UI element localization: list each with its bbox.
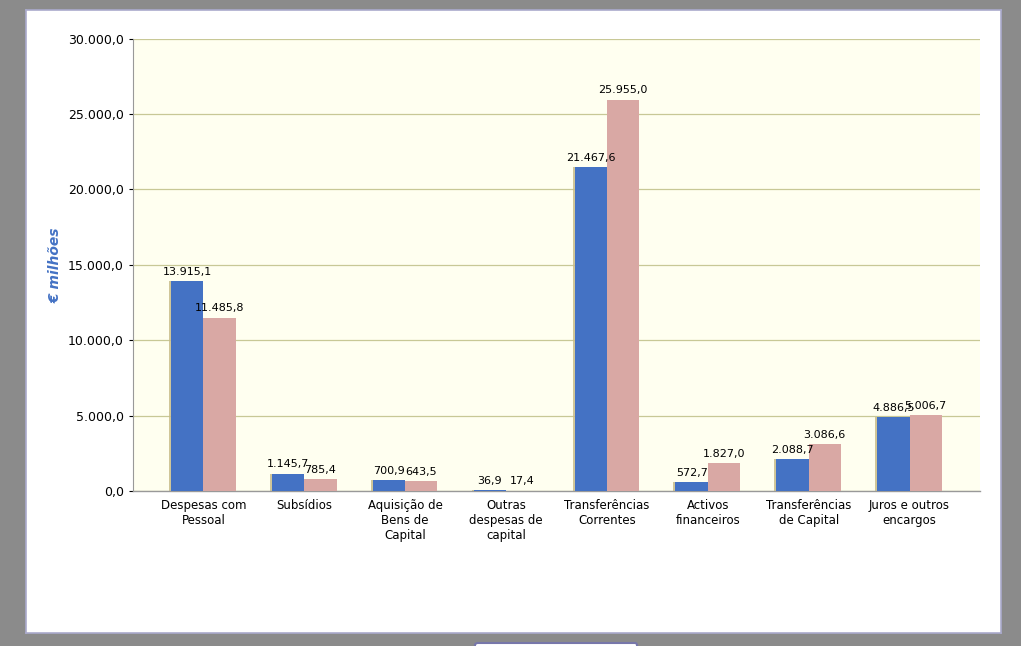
Text: 4.886,5: 4.886,5 (872, 403, 915, 413)
Text: 5.006,7: 5.006,7 (905, 401, 946, 411)
Text: 17,4: 17,4 (509, 476, 535, 486)
Bar (776, 459, 809, 491)
Polygon shape (573, 167, 591, 491)
Bar (203, 318, 236, 491)
Text: 1.145,7: 1.145,7 (266, 459, 309, 469)
Bar (304, 479, 337, 491)
Bar (708, 463, 740, 491)
Polygon shape (875, 417, 893, 491)
Bar (809, 444, 841, 491)
Polygon shape (371, 481, 389, 491)
Text: 643,5: 643,5 (405, 467, 437, 477)
Text: 1.827,0: 1.827,0 (702, 449, 745, 459)
Polygon shape (270, 474, 288, 491)
Text: 11.485,8: 11.485,8 (195, 304, 244, 313)
Bar (606, 99, 639, 491)
Bar (272, 474, 304, 491)
Text: 3.086,6: 3.086,6 (804, 430, 846, 440)
Bar (676, 483, 708, 491)
Text: 21.467,6: 21.467,6 (566, 153, 616, 163)
Bar (877, 417, 910, 491)
Text: 25.955,0: 25.955,0 (598, 85, 647, 95)
Bar (172, 281, 203, 491)
Polygon shape (774, 459, 792, 491)
Y-axis label: € milhões: € milhões (48, 227, 62, 302)
Text: 13.915,1: 13.915,1 (162, 267, 211, 276)
Bar (910, 415, 941, 491)
Text: 785,4: 785,4 (304, 464, 336, 475)
Text: 36,9: 36,9 (478, 476, 502, 486)
Text: 572,7: 572,7 (676, 468, 708, 478)
Text: 2.088,7: 2.088,7 (771, 445, 814, 455)
Polygon shape (169, 281, 187, 491)
Polygon shape (674, 483, 691, 491)
Legend: 2008, 2009: 2008, 2009 (476, 643, 637, 646)
Text: 700,9: 700,9 (373, 466, 405, 476)
Bar (575, 167, 606, 491)
Bar (373, 481, 405, 491)
Bar (405, 481, 437, 491)
